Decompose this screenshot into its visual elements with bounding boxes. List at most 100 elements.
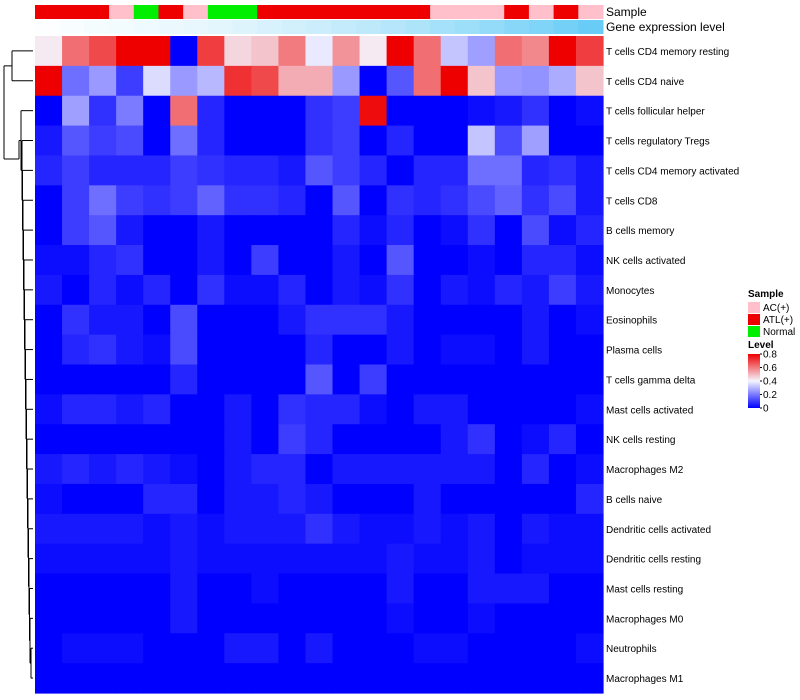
heatmap-cell	[440, 663, 469, 694]
gene-annotation-cell	[207, 20, 234, 34]
heatmap-cell	[575, 364, 604, 395]
row-label: Plasma cells	[606, 346, 662, 357]
heatmap-cell	[224, 245, 252, 276]
heatmap-cell	[575, 304, 604, 336]
heatmap-cell	[440, 424, 469, 455]
gene-annotation-cell	[158, 20, 184, 34]
heatmap-cell	[440, 215, 469, 246]
heatmap-cell	[143, 573, 171, 605]
heatmap-cell	[575, 334, 604, 366]
heatmap-cell	[251, 65, 280, 97]
heatmap-cell	[332, 633, 361, 664]
heatmap-cell	[170, 394, 198, 425]
heatmap-cell	[116, 155, 144, 186]
heatmap-cell	[440, 543, 469, 575]
heatmap-cell	[332, 573, 361, 605]
legend-sample-label: ATL(+)	[763, 315, 793, 326]
heatmap-cell	[116, 65, 144, 97]
heatmap-cell	[170, 663, 198, 694]
row-label: T cells CD4 memory activated	[606, 166, 739, 177]
heatmap-cell	[170, 364, 198, 395]
heatmap-cell	[548, 36, 577, 67]
heatmap-cell	[143, 633, 171, 664]
heatmap-cell	[467, 304, 496, 336]
heatmap-cell	[251, 155, 280, 186]
gene-annotation-cell	[356, 20, 382, 34]
heatmap-cell	[251, 125, 280, 157]
heatmap-cell	[413, 274, 442, 306]
heatmap-cell	[224, 573, 252, 605]
heatmap-cell	[359, 245, 388, 276]
heatmap-cell	[224, 274, 252, 306]
heatmap-cell	[494, 304, 523, 336]
gene-annotation-cell	[59, 20, 85, 34]
heatmap-cell	[359, 513, 388, 545]
heatmap-cell	[386, 573, 415, 605]
heatmap-cell	[62, 543, 90, 575]
gene-annotation-cell	[553, 20, 579, 34]
heatmap-cell	[440, 65, 469, 97]
row-label: Mast cells activated	[606, 405, 693, 416]
heatmap-cell	[467, 603, 496, 634]
heatmap-cell	[89, 633, 117, 664]
sample-annotation-cell	[306, 5, 332, 19]
heatmap-cell	[413, 424, 442, 455]
sample-annotation-cell	[578, 5, 604, 19]
heatmap-cell	[143, 483, 171, 515]
heatmap-cell	[413, 215, 442, 246]
heatmap-cell	[386, 454, 415, 485]
heatmap-cell	[197, 95, 225, 127]
heatmap-cell	[494, 633, 523, 664]
heatmap-cell	[305, 185, 334, 216]
heatmap-cell	[494, 155, 523, 186]
heatmap-cell	[143, 364, 171, 395]
heatmap-cell	[575, 454, 604, 485]
heatmap-cell	[359, 663, 388, 694]
heatmap-cell	[278, 304, 307, 336]
heatmap-cell	[359, 185, 388, 216]
heatmap-cell	[170, 633, 198, 664]
heatmap-cell	[89, 483, 117, 515]
heatmap-cell	[89, 424, 117, 455]
legend-sample-label: Normal	[763, 327, 795, 338]
heatmap-cell	[62, 454, 90, 485]
heatmap-cell	[278, 95, 307, 127]
heatmap-cell	[170, 513, 198, 545]
heatmap-cell	[548, 274, 577, 306]
heatmap-cell	[62, 663, 90, 694]
heatmap-cell	[170, 155, 198, 186]
heatmap-cell	[440, 513, 469, 545]
heatmap-cell	[575, 543, 604, 575]
heatmap-cell	[143, 334, 171, 366]
heatmap-cell	[413, 454, 442, 485]
gene-annotation-cell	[84, 20, 110, 34]
heatmap-cell	[332, 95, 361, 127]
heatmap-cell	[89, 65, 117, 97]
legend-sample-swatch	[748, 302, 760, 313]
heatmap-cell	[548, 125, 577, 157]
heatmap-cell	[413, 304, 442, 336]
heatmap-cell	[521, 215, 550, 246]
heatmap-cell	[467, 663, 496, 694]
gene-annotation-cell	[528, 20, 555, 34]
heatmap-cell	[440, 155, 469, 186]
heatmap-cell	[116, 334, 144, 366]
heatmap-cell	[197, 36, 225, 67]
heatmap-cell	[62, 394, 90, 425]
sample-annotation-cell	[35, 5, 61, 19]
heatmap-cell	[548, 663, 577, 694]
row-label: Monocytes	[606, 286, 654, 297]
heatmap-cell	[170, 334, 198, 366]
heatmap-cell	[386, 65, 415, 97]
heatmap-cell	[35, 215, 63, 246]
row-label: Neutrophils	[606, 644, 657, 655]
row-label: T cells CD8	[606, 196, 658, 207]
heatmap-cell	[305, 603, 334, 634]
heatmap-cell	[224, 125, 252, 157]
heatmap-cell	[197, 125, 225, 157]
heatmap-cell	[197, 274, 225, 306]
heatmap-cell	[35, 394, 63, 425]
heatmap-cell	[251, 424, 280, 455]
heatmap-cell	[359, 95, 388, 127]
heatmap-cell	[386, 364, 415, 395]
